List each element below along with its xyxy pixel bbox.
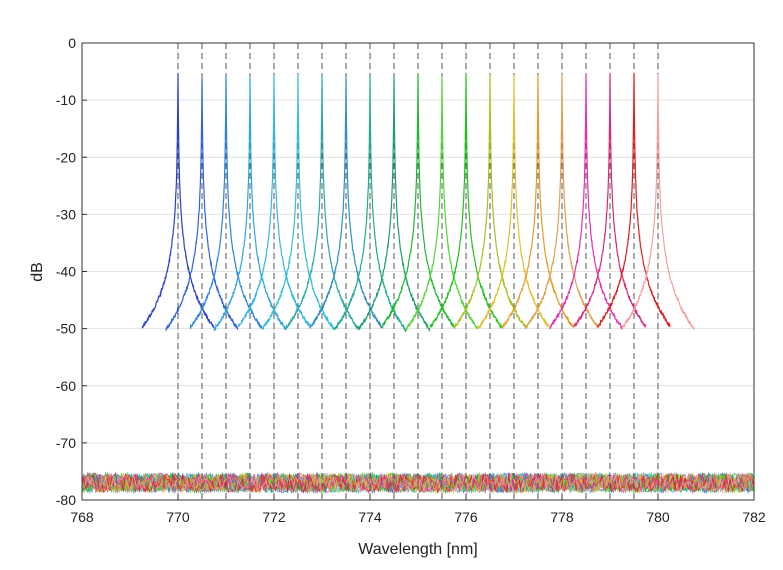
series-line-8 [333,75,407,333]
x-tick-label: 776 [454,509,478,525]
reference-lines [177,43,659,500]
series-line-20 [621,73,695,330]
y-tick-label: -10 [56,92,76,108]
x-tick-label: 770 [166,509,190,525]
x-tick-label: 772 [262,509,286,525]
y-tick-label: 0 [68,35,76,51]
series-line-12 [429,73,503,329]
series-group [141,72,695,333]
series-line-7 [309,75,383,330]
y-axis-ticks: 0 -10 -20 -30 -40 -50 -60 -70 -80 [56,35,87,508]
x-tick-label: 780 [646,509,670,525]
y-tick-label: -60 [56,378,76,394]
series-line-10 [381,73,455,329]
series-line-19 [597,72,671,329]
noise-trace [82,472,755,495]
y-axis-label: dB [29,262,46,282]
series-line-6 [285,74,359,331]
x-axis-label: Wavelength [nm] [358,541,477,558]
y-tick-label: -40 [56,264,76,280]
y-tick-label: -70 [56,435,76,451]
x-tick-label: 774 [358,509,382,525]
x-tick-label: 768 [70,509,94,525]
y-tick-label: -30 [56,206,76,222]
x-tick-label: 782 [742,509,766,525]
series-line-3 [213,76,287,332]
x-axis-ticks: 768 770 772 774 776 778 780 782 [70,495,766,525]
y-tick-label: -20 [56,149,76,165]
x-tick-label: 778 [550,509,574,525]
y-tick-label: -80 [56,492,76,508]
y-tick-label: -50 [56,321,76,337]
